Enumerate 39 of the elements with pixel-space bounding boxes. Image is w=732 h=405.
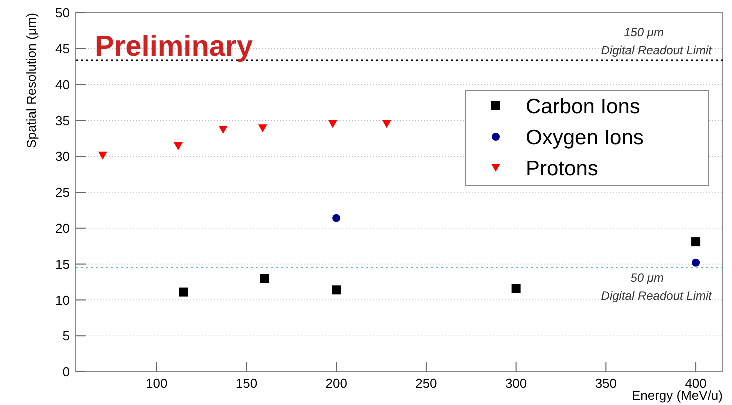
annotation: Preliminary <box>95 31 253 63</box>
legend-label: Carbon Ions <box>526 95 640 118</box>
x-tick-label: 250 <box>416 376 438 391</box>
y-tick-label: 20 <box>56 220 70 236</box>
legend-label: Oxygen Ions <box>526 126 644 150</box>
point <box>382 120 392 128</box>
y-tick-label: 15 <box>56 256 70 272</box>
legend-label: Protons <box>526 157 598 180</box>
x-tick-label: 350 <box>595 376 618 391</box>
y-tick-label: 40 <box>56 77 70 92</box>
y-tick-label: 45 <box>56 41 70 56</box>
y-tick-label: 30 <box>56 149 70 164</box>
y-tick-label: 50 <box>56 6 70 21</box>
x-tick-label: 200 <box>326 376 348 391</box>
ref-line-label: 50 μm Digital Readout Limit <box>601 270 713 303</box>
point <box>258 124 268 133</box>
y-axis-title: Spatial Resolution (μm) <box>24 13 39 148</box>
point <box>179 288 188 297</box>
y-tick-label: 0 <box>62 364 70 380</box>
point <box>98 152 108 160</box>
point <box>512 284 521 294</box>
y-tick-label: 5 <box>62 328 70 344</box>
y-tick-label: 25 <box>56 185 70 200</box>
point <box>218 126 228 134</box>
x-tick-label: 100 <box>146 376 168 391</box>
point <box>692 238 701 247</box>
x-tick-label: 400 <box>685 376 707 391</box>
point <box>328 120 338 128</box>
y-tick-label: 10 <box>56 292 70 308</box>
x-tick-label: 150 <box>236 376 258 391</box>
point <box>692 258 700 267</box>
x-axis-title: Energy (MeV/u) <box>632 388 723 403</box>
y-tick-label: 35 <box>56 113 70 128</box>
x-tick-label: 300 <box>505 376 528 391</box>
point <box>260 274 270 284</box>
ref-line-label: 150 μm Digital Readout Limit <box>601 25 713 58</box>
point <box>332 214 341 222</box>
point <box>332 286 342 295</box>
point <box>174 142 183 151</box>
